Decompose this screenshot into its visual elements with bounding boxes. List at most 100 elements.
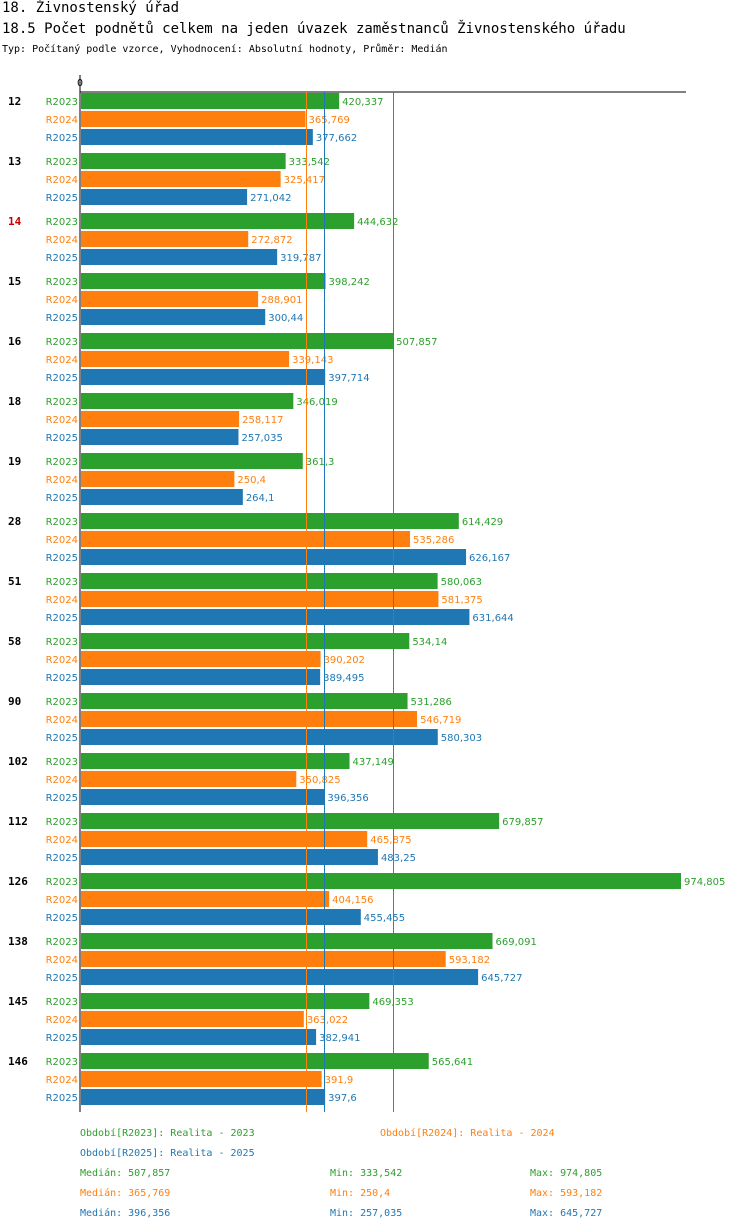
series-label: R2025 [46, 433, 78, 444]
series-label: R2024 [46, 535, 78, 546]
series-label: R2024 [46, 895, 78, 906]
category-label: 112 [8, 815, 28, 828]
category-label: 126 [8, 875, 28, 888]
stat-max-r2024: Max: 593,182 [530, 1188, 603, 1199]
bar [81, 831, 368, 847]
category-label: 16 [8, 335, 22, 348]
data-label: 974,805 [684, 877, 725, 888]
chart-meta: Typ: Počítaný podle vzorce, Vyhodnocení:… [2, 44, 448, 55]
series-label: R2023 [46, 97, 78, 108]
series-label: R2024 [46, 955, 78, 966]
bar [81, 453, 303, 469]
data-label: 258,117 [242, 415, 283, 426]
bar [81, 411, 240, 427]
bar [81, 249, 278, 265]
data-label: 580,063 [441, 577, 482, 588]
series-label: R2023 [46, 997, 78, 1008]
bar [81, 813, 500, 829]
data-label: 396,356 [327, 793, 368, 804]
data-label: 404,156 [332, 895, 373, 906]
data-label: 365,769 [309, 115, 350, 126]
series-label: R2024 [46, 115, 78, 126]
data-label: 535,286 [413, 535, 454, 546]
data-label: 346,019 [296, 397, 337, 408]
series-label: R2025 [46, 313, 78, 324]
data-label: 580,303 [441, 733, 482, 744]
bar [81, 1089, 326, 1105]
data-label: 397,714 [328, 373, 369, 384]
data-label: 398,242 [329, 277, 370, 288]
bar [81, 891, 330, 907]
stat-max-r2025: Max: 645,727 [530, 1208, 603, 1219]
bar [81, 531, 411, 547]
data-label: 581,375 [441, 595, 482, 606]
data-label: 483,25 [381, 853, 416, 864]
bar [81, 111, 306, 127]
x-tick-label: 0 [77, 78, 83, 89]
category-label: 145 [8, 995, 28, 1008]
series-label: R2023 [46, 337, 78, 348]
bar [81, 651, 321, 667]
bar [81, 291, 259, 307]
bar [81, 549, 467, 565]
bar [81, 333, 394, 349]
bar [81, 231, 249, 247]
data-label: 382,941 [319, 1033, 360, 1044]
bar [81, 471, 235, 487]
bar [81, 153, 286, 169]
data-label: 565,641 [432, 1057, 473, 1068]
data-label: 389,495 [323, 673, 364, 684]
bar [81, 873, 681, 889]
series-label: R2025 [46, 253, 78, 264]
series-label: R2023 [46, 577, 78, 588]
data-label: 300,44 [268, 313, 303, 324]
series-label: R2023 [46, 157, 78, 168]
series-label: R2024 [46, 835, 78, 846]
category-label: 18 [8, 395, 21, 408]
bar [81, 1029, 317, 1045]
bar [81, 591, 439, 607]
series-label: R2025 [46, 793, 78, 804]
category-label: 15 [8, 275, 21, 288]
data-label: 257,035 [241, 433, 282, 444]
series-label: R2025 [46, 613, 78, 624]
bar [81, 1053, 429, 1069]
data-label: 437,149 [353, 757, 394, 768]
data-label: 350,825 [299, 775, 340, 786]
bar [81, 129, 313, 145]
data-label: 465,875 [370, 835, 411, 846]
series-label: R2025 [46, 853, 78, 864]
bar [81, 711, 418, 727]
stat-median-r2023: Medián: 507,857 [80, 1168, 171, 1179]
stat-min-r2024: Min: 250,4 [330, 1188, 391, 1199]
bar [81, 669, 321, 685]
data-label: 593,182 [449, 955, 490, 966]
series-label: R2025 [46, 373, 78, 384]
bar [81, 171, 281, 187]
series-label: R2023 [46, 1057, 78, 1068]
data-label: 377,662 [316, 133, 357, 144]
data-label: 271,042 [250, 193, 291, 204]
series-label: R2023 [46, 697, 78, 708]
data-label: 390,202 [324, 655, 365, 666]
series-label: R2024 [46, 655, 78, 666]
legend-r2024: Období[R2024]: Realita - 2024 [380, 1128, 555, 1139]
bar [81, 273, 326, 289]
data-label: 420,337 [342, 97, 383, 108]
data-label: 319,787 [280, 253, 321, 264]
bar [81, 933, 493, 949]
data-label: 264,1 [246, 493, 275, 504]
category-label: 28 [8, 515, 21, 528]
chart-title: 18.5 Počet podnětů celkem na jeden úvaze… [2, 21, 626, 37]
bar [81, 909, 361, 925]
series-label: R2025 [46, 1093, 78, 1104]
data-label: 363,022 [307, 1015, 348, 1026]
bar [81, 93, 340, 109]
series-label: R2023 [46, 457, 78, 468]
series-label: R2025 [46, 733, 78, 744]
category-label: 90 [8, 695, 21, 708]
series-label: R2023 [46, 517, 78, 528]
data-label: 444,632 [357, 217, 398, 228]
series-label: R2024 [46, 1015, 78, 1026]
series-label: R2024 [46, 775, 78, 786]
